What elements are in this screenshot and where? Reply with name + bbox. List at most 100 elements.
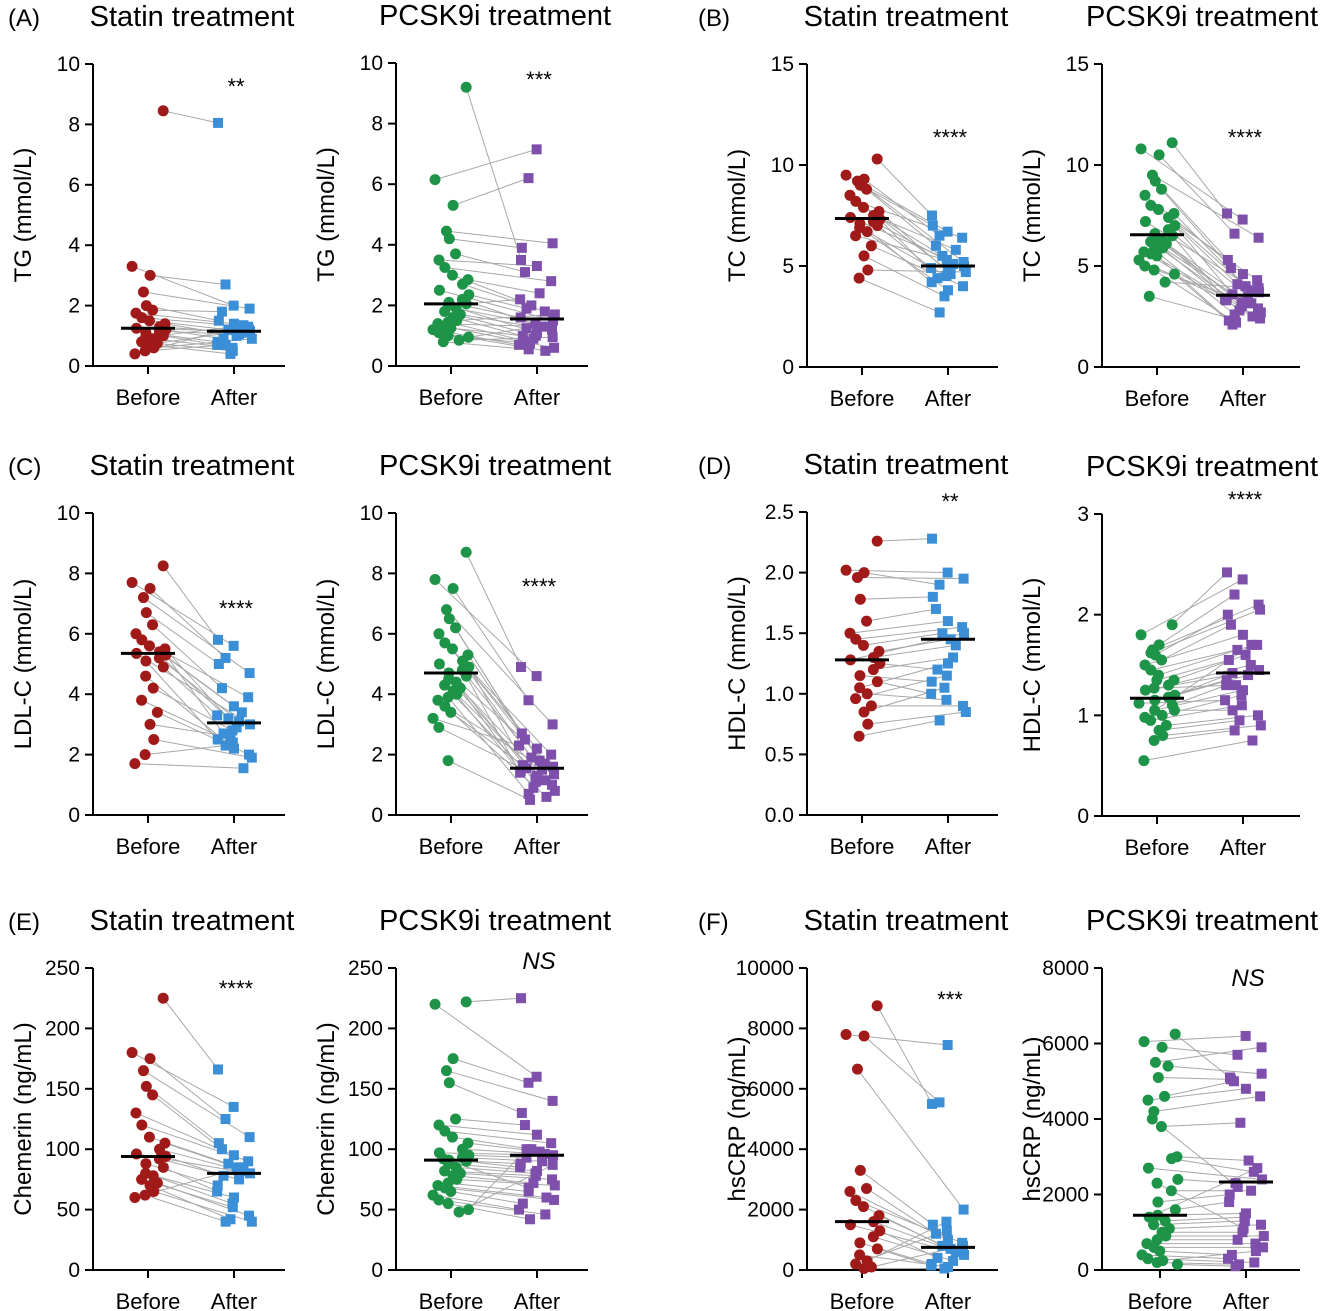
point-after <box>540 775 551 786</box>
point-before <box>446 643 458 655</box>
pair-line <box>860 596 933 600</box>
point-after <box>213 1138 224 1149</box>
pair-line <box>145 660 219 740</box>
point-before <box>1149 1056 1161 1068</box>
point-before <box>1156 1041 1168 1053</box>
point-before <box>433 721 445 733</box>
pair-line <box>465 552 522 668</box>
point-after <box>941 254 952 265</box>
pair-line <box>1171 1158 1254 1173</box>
y-tick-label: 2 <box>1077 604 1089 627</box>
point-before <box>1153 149 1165 161</box>
y-tick-label: 4000 <box>1042 1108 1089 1131</box>
point-after <box>534 288 545 299</box>
point-before <box>1139 711 1151 723</box>
pair-line <box>873 656 954 671</box>
point-before <box>1166 619 1178 631</box>
point-before <box>1163 679 1175 691</box>
x-category-label: Before <box>830 834 895 859</box>
point-after <box>516 1107 527 1118</box>
point-after <box>546 1138 557 1149</box>
point-after <box>1255 313 1266 324</box>
point-after <box>218 728 229 739</box>
point-after <box>539 758 550 769</box>
point-after <box>927 1098 938 1109</box>
pair-line <box>859 719 940 737</box>
point-after <box>932 273 943 284</box>
pair-line <box>1175 1201 1230 1211</box>
point-after <box>546 749 557 760</box>
pair-line <box>857 180 964 263</box>
pair-line <box>153 1175 233 1205</box>
point-after <box>1245 660 1256 670</box>
point-after <box>515 312 526 323</box>
pair-line <box>146 305 219 322</box>
point-after <box>1245 285 1256 296</box>
x-category-label: Before <box>419 834 484 859</box>
point-after <box>1225 263 1236 274</box>
point-after <box>531 1129 542 1140</box>
point-before <box>147 619 159 631</box>
y-tick-label: 8000 <box>747 1017 794 1040</box>
point-after <box>228 701 239 712</box>
point-after <box>1230 1261 1241 1272</box>
point-after <box>930 603 941 614</box>
point-after <box>213 1064 224 1075</box>
point-after <box>531 261 542 272</box>
pair-line <box>1156 659 1229 681</box>
point-before <box>157 105 169 117</box>
point-before <box>1139 216 1151 228</box>
pair-line <box>467 279 540 294</box>
pair-line <box>857 1068 964 1210</box>
pair-line <box>1158 154 1235 235</box>
point-after <box>231 1162 242 1173</box>
y-tick-label: 5 <box>1077 255 1089 278</box>
point-before <box>1168 268 1180 280</box>
point-before <box>140 670 152 682</box>
point-after <box>1222 208 1233 219</box>
pair-line <box>1141 1254 1229 1260</box>
pair-line <box>163 110 219 124</box>
point-before <box>157 560 169 572</box>
pair-line <box>855 235 947 261</box>
y-tick-label: 6 <box>371 173 383 196</box>
point-after <box>212 734 223 745</box>
point-before <box>126 1047 138 1059</box>
chart-title: Statin treatment <box>804 905 1009 937</box>
y-tick-label: 8 <box>68 562 80 585</box>
point-after <box>957 1240 968 1251</box>
point-after <box>1224 1189 1235 1200</box>
point-before <box>1138 1036 1150 1048</box>
point-after <box>238 763 249 774</box>
point-after <box>534 755 545 766</box>
point-before <box>453 1206 465 1218</box>
significance-label: *** <box>937 987 963 1012</box>
point-after <box>1246 298 1257 309</box>
point-before <box>1156 709 1168 721</box>
point-after <box>1255 720 1266 731</box>
point-before <box>437 336 449 348</box>
point-before <box>840 564 852 576</box>
y-axis-label: HDL-C (mmol/L) <box>724 576 751 751</box>
point-after <box>942 616 953 627</box>
pair-line <box>1140 578 1243 636</box>
point-after <box>927 591 938 602</box>
pair-line <box>873 644 956 658</box>
point-after <box>1250 1246 1261 1257</box>
point-after <box>948 1255 959 1266</box>
point-after <box>525 1214 536 1225</box>
point-after <box>547 332 558 343</box>
point-after <box>1247 735 1258 746</box>
x-category-label: Before <box>830 386 895 411</box>
point-after <box>1237 214 1248 225</box>
point-before <box>148 1185 160 1197</box>
y-tick-label: 150 <box>348 1078 383 1101</box>
pair-line <box>444 1187 555 1201</box>
point-after <box>1238 1223 1249 1234</box>
point-after <box>531 1071 542 1082</box>
pair-line <box>1151 1118 1239 1188</box>
x-category-label: After <box>1223 1289 1269 1311</box>
point-after <box>1225 619 1236 630</box>
point-before <box>1152 203 1164 215</box>
point-after <box>227 737 238 748</box>
